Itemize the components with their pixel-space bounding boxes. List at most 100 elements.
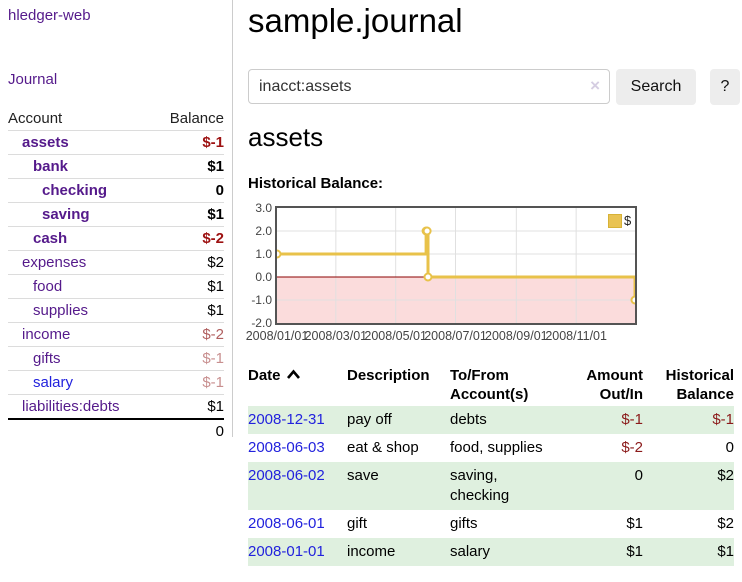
account-link-liabilities-debts[interactable]: liabilities:debts bbox=[22, 398, 120, 415]
search-button[interactable]: Search bbox=[616, 69, 696, 105]
account-balance: $-1 bbox=[153, 370, 224, 395]
account-row: saving $1 bbox=[8, 202, 224, 227]
y-axis-tick-label: 2.0 bbox=[255, 224, 272, 238]
accounts-table: Account Balance assets $-1 bank $1 check… bbox=[8, 107, 224, 443]
sidebar-divider bbox=[232, 0, 233, 437]
transaction-row: 2008-06-01 gift gifts $1 $2 bbox=[248, 510, 734, 538]
column-header-label: Description bbox=[347, 367, 430, 384]
sidebar-item-journal[interactable]: Journal bbox=[8, 71, 58, 88]
transaction-accounts: salary bbox=[450, 543, 491, 560]
amount-column-header: Amount Out/In bbox=[575, 364, 643, 406]
accounts-header-row: Account Balance bbox=[8, 107, 224, 131]
clear-search-icon[interactable]: × bbox=[590, 76, 600, 95]
transaction-accounts: saving, checking bbox=[450, 467, 510, 504]
account-balance: $-2 bbox=[153, 226, 224, 251]
transaction-amount: 0 bbox=[575, 462, 643, 510]
x-axis-tick-label: 2008/01/01 bbox=[245, 329, 309, 343]
account-link-saving[interactable]: saving bbox=[42, 206, 90, 223]
account-row: assets $-1 bbox=[8, 130, 224, 155]
chart-legend: $ bbox=[608, 213, 631, 228]
transaction-row: 2008-01-01 income salary $1 $1 bbox=[248, 538, 734, 566]
account-balance: $1 bbox=[207, 398, 224, 415]
transaction-date-link[interactable]: 2008-06-03 bbox=[248, 439, 325, 456]
account-link-income[interactable]: income bbox=[22, 326, 71, 343]
account-balance: $1 bbox=[153, 274, 224, 299]
transaction-balance: $2 bbox=[717, 515, 734, 532]
help-button[interactable]: ? bbox=[710, 69, 740, 105]
account-row: liabilities:debts $1 bbox=[8, 395, 224, 420]
sidebar: hledger-web Journal Account Balance asse… bbox=[8, 0, 224, 443]
account-link-assets[interactable]: assets bbox=[22, 134, 69, 151]
app-title-link[interactable]: hledger-web bbox=[8, 7, 91, 24]
y-axis-tick-label: -2.0 bbox=[251, 316, 272, 330]
column-header-label: Out/In bbox=[599, 386, 643, 403]
transaction-date-link[interactable]: 2008-12-31 bbox=[248, 411, 325, 428]
page-title: sample.journal bbox=[248, 2, 463, 39]
y-axis-tick-label: -1.0 bbox=[251, 293, 272, 307]
transaction-amount: $1 bbox=[626, 515, 643, 532]
transaction-date-link[interactable]: 2008-06-01 bbox=[248, 515, 325, 532]
account-column-header: Account bbox=[8, 107, 154, 131]
sort-ascending-icon bbox=[286, 369, 300, 379]
account-link-gifts[interactable]: gifts bbox=[33, 350, 61, 367]
account-balance: $1 bbox=[153, 154, 224, 179]
y-axis-tick-label: 0.0 bbox=[255, 270, 272, 284]
transaction-row: 2008-06-03 eat & shop food, supplies $-2… bbox=[248, 434, 734, 462]
y-axis-tick-label: 1.0 bbox=[255, 247, 272, 261]
transaction-row: 2008-06-02 save saving, checking 0 $2 bbox=[248, 462, 734, 510]
x-axis-tick-label: 2008/05/01 bbox=[364, 329, 427, 343]
column-header-label: Account(s) bbox=[450, 386, 529, 403]
transaction-description: gift bbox=[347, 515, 368, 532]
account-link-supplies[interactable]: supplies bbox=[33, 302, 89, 319]
account-link-food[interactable]: food bbox=[33, 278, 63, 295]
transaction-description: pay off bbox=[347, 406, 450, 434]
transaction-balance: $-1 bbox=[643, 406, 734, 434]
account-row: bank $1 bbox=[8, 154, 224, 179]
account-row: expenses $2 bbox=[8, 250, 224, 275]
series-label: $ bbox=[624, 213, 632, 228]
transaction-accounts: food, supplies bbox=[450, 439, 543, 456]
register-table: Date Description To/From Account(s) Amou… bbox=[248, 364, 734, 566]
account-row: gifts $-1 bbox=[8, 346, 224, 371]
account-link-cash[interactable]: cash bbox=[33, 230, 68, 247]
account-link-bank[interactable]: bank bbox=[33, 158, 69, 175]
account-row: income $-2 bbox=[8, 322, 224, 347]
account-row: food $1 bbox=[8, 274, 224, 299]
register-header-row: Date Description To/From Account(s) Amou… bbox=[248, 364, 734, 406]
balance-chart: 3.0 2.0 1.0 0.0 -1.0 -2.0 $ 2008/01/01 2008/03… bbox=[246, 200, 734, 350]
column-header-label: Date bbox=[248, 367, 281, 384]
search-input[interactable] bbox=[248, 69, 610, 104]
transaction-description: income bbox=[347, 538, 450, 566]
account-link-salary[interactable]: salary bbox=[33, 374, 74, 391]
series-swatch-icon bbox=[608, 213, 622, 228]
transaction-description: save bbox=[347, 462, 450, 510]
account-link-expenses[interactable]: expenses bbox=[22, 254, 87, 271]
column-header-label: Historical bbox=[665, 367, 734, 384]
transaction-balance: $1 bbox=[643, 538, 734, 566]
transaction-balance: $2 bbox=[643, 462, 734, 510]
account-heading: assets bbox=[248, 122, 324, 152]
column-header-label: Balance bbox=[676, 386, 734, 403]
account-balance: $1 bbox=[153, 202, 224, 227]
transaction-date-link[interactable]: 2008-01-01 bbox=[248, 543, 325, 560]
balance-chart-plot bbox=[275, 206, 637, 325]
transaction-accounts: debts bbox=[450, 411, 487, 428]
transaction-amount: $1 bbox=[575, 538, 643, 566]
accounts-total: 0 bbox=[153, 418, 224, 443]
account-link-checking[interactable]: checking bbox=[42, 182, 108, 199]
account-balance: $1 bbox=[153, 298, 224, 323]
account-balance: $-1 bbox=[153, 130, 224, 155]
transaction-amount: $-2 bbox=[621, 439, 643, 456]
balance-column-header-register: Historical Balance bbox=[643, 364, 734, 406]
date-column-header[interactable]: Date bbox=[248, 364, 347, 406]
transaction-description: eat & shop bbox=[347, 439, 419, 456]
transaction-balance: 0 bbox=[725, 439, 734, 456]
x-axis-labels: 2008/01/01 2008/03/01 2008/05/01 2008/07/01… bbox=[246, 329, 734, 345]
x-axis-tick-label: 2008/11/01 bbox=[545, 329, 607, 343]
account-row: cash $-2 bbox=[8, 226, 224, 251]
account-balance: $2 bbox=[153, 250, 224, 275]
column-header-label: To/From bbox=[450, 367, 509, 384]
accounts-total-row: 0 bbox=[8, 418, 224, 443]
transaction-date-link[interactable]: 2008-06-02 bbox=[248, 467, 325, 484]
account-row: supplies $1 bbox=[8, 298, 224, 323]
